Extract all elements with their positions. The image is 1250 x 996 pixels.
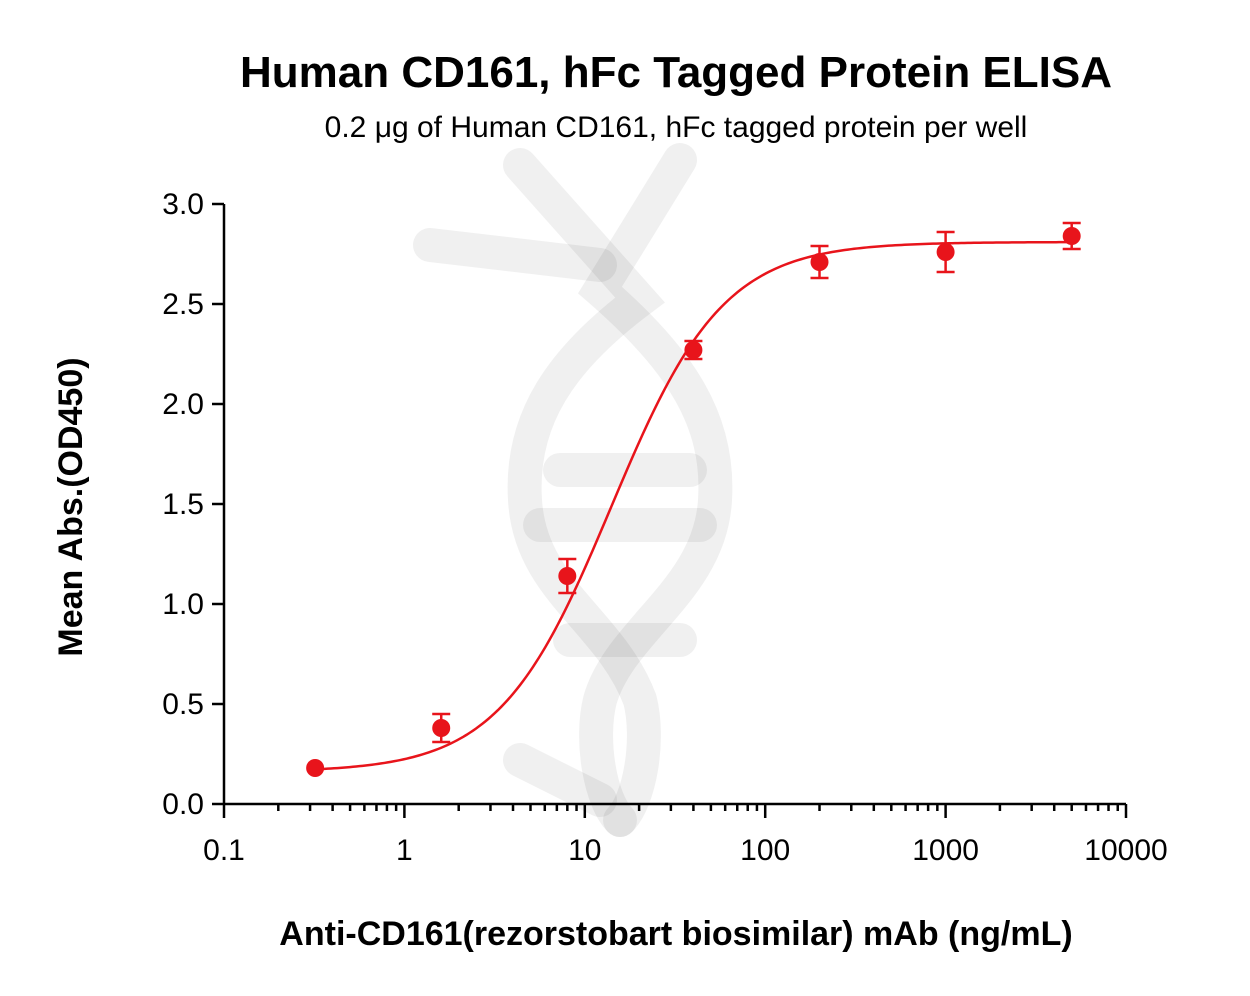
fit-curve-layer bbox=[315, 240, 1072, 771]
y-axis: 0.0 0.5 1.0 1.5 2.0 2.5 3.0 bbox=[162, 188, 226, 821]
x-axis: 0.1 1 10 100 1000 10000 bbox=[203, 802, 1168, 867]
x-tick-label: 10000 bbox=[1084, 834, 1167, 867]
y-tick-label: 2.5 bbox=[162, 288, 204, 321]
x-axis-label: Anti-CD161(rezorstobart biosimilar) mAb … bbox=[279, 915, 1072, 953]
fit-curve bbox=[315, 240, 1072, 771]
data-point bbox=[432, 719, 451, 737]
x-tick-label: 1 bbox=[396, 834, 413, 867]
y-tick-label: 0.5 bbox=[162, 688, 204, 721]
data-point bbox=[810, 253, 829, 271]
x-tick-label: 1000 bbox=[912, 834, 979, 867]
y-tick-label: 2.0 bbox=[162, 388, 204, 421]
y-axis-label: Mean Abs.(OD450) bbox=[52, 357, 90, 656]
dna-watermark-icon bbox=[413, 143, 733, 837]
data-point bbox=[558, 567, 577, 585]
chart-title: Human CD161, hFc Tagged Protein ELISA bbox=[240, 48, 1112, 97]
data-points-layer bbox=[306, 221, 1081, 777]
data-point bbox=[684, 341, 703, 359]
y-tick-label: 0.0 bbox=[162, 788, 204, 821]
data-point bbox=[936, 243, 955, 261]
x-tick-label: 100 bbox=[740, 834, 790, 867]
chart-subtitle: 0.2 μg of Human CD161, hFc tagged protei… bbox=[325, 111, 1028, 144]
y-tick-label: 3.0 bbox=[162, 188, 204, 221]
x-tick-label: 0.1 bbox=[203, 834, 245, 867]
data-point bbox=[306, 759, 325, 777]
y-tick-label: 1.0 bbox=[162, 588, 204, 621]
data-point bbox=[1062, 227, 1081, 245]
x-tick-label: 10 bbox=[568, 834, 601, 867]
y-tick-label: 1.5 bbox=[162, 488, 204, 521]
